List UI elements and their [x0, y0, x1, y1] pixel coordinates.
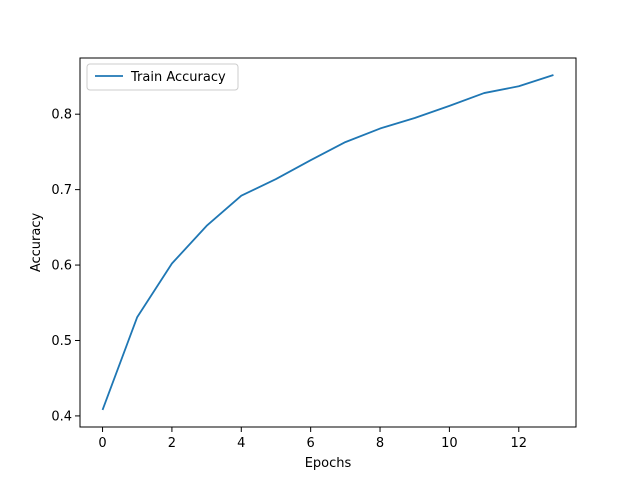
y-tick-label: 0.5 [51, 334, 72, 349]
legend-box [86, 63, 239, 91]
x-tick-label: 2 [168, 436, 176, 451]
y-tick-label: 0.4 [51, 409, 72, 424]
x-tick-label: 8 [376, 436, 384, 451]
y-tick-label: 0.8 [51, 108, 72, 123]
y-tick-label: 0.6 [51, 259, 72, 274]
series-layer [101, 74, 554, 411]
series-line-train-accuracy [101, 74, 554, 411]
x-axis-ticks: 0 2 4 6 8 10 12 [98, 427, 527, 451]
legend: Train Accuracy [86, 63, 239, 91]
y-tick-label: 0.7 [51, 183, 72, 198]
x-tick-label: 10 [441, 436, 458, 451]
y-axis-ticks: 0.4 0.5 0.6 0.7 0.8 [51, 108, 80, 424]
x-tick-label: 4 [237, 436, 245, 451]
y-axis-label: Accuracy [29, 213, 44, 273]
plot-area [80, 58, 576, 427]
legend-label-train-accuracy: Train Accuracy [130, 70, 226, 85]
x-tick-label: 6 [307, 436, 315, 451]
x-tick-label: 0 [98, 436, 106, 451]
plot-frame [79, 57, 577, 428]
x-axis-label: Epochs [305, 456, 352, 471]
x-tick-label: 12 [510, 436, 527, 451]
